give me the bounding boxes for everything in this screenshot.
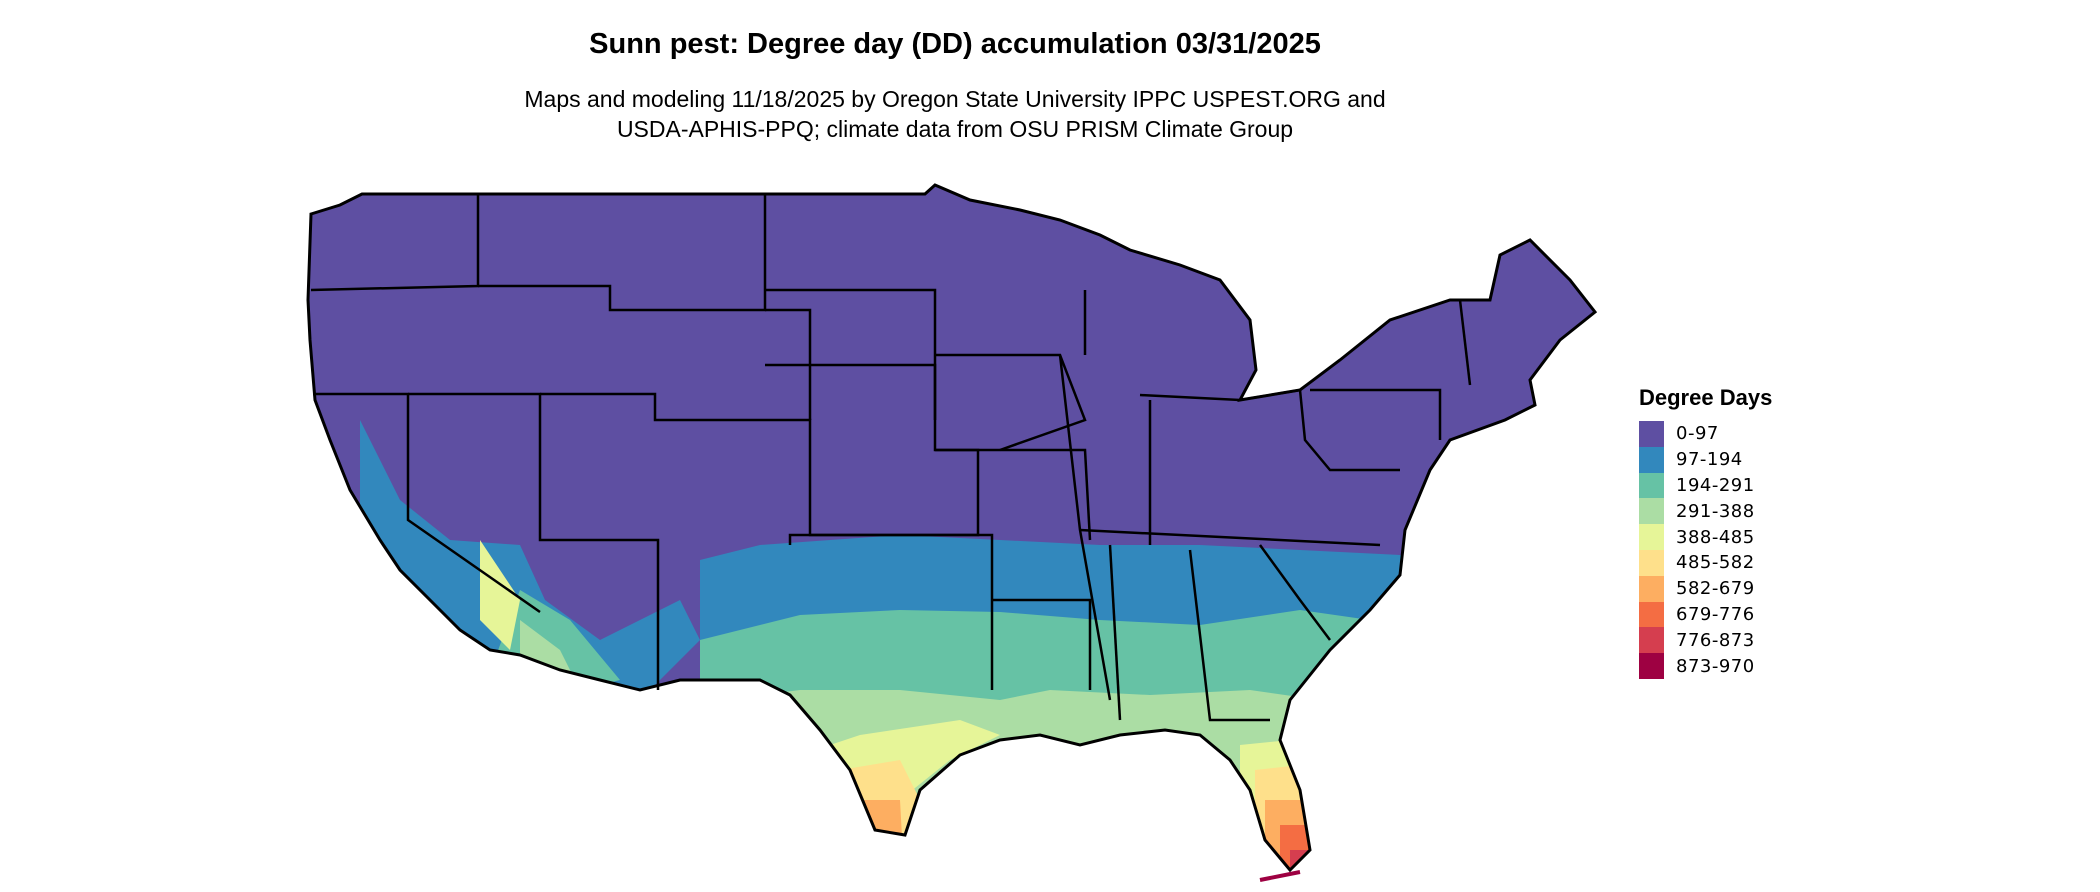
legend-label: 97-194 bbox=[1676, 449, 1743, 471]
state-borders bbox=[310, 194, 1472, 722]
legend-item: 582-679 bbox=[1639, 575, 1772, 602]
legend-item: 0-97 bbox=[1639, 421, 1772, 447]
legend-item: 97-194 bbox=[1639, 446, 1772, 473]
legend-label: 291-388 bbox=[1676, 500, 1755, 522]
legend-swatch bbox=[1639, 549, 1664, 576]
legend-item: 776-873 bbox=[1639, 627, 1772, 654]
legend-swatch bbox=[1639, 421, 1664, 447]
legend-swatch bbox=[1639, 524, 1664, 550]
legend-swatch bbox=[1639, 653, 1664, 679]
legend-swatch bbox=[1639, 601, 1664, 628]
legend-item: 291-388 bbox=[1639, 498, 1772, 525]
legend-swatch bbox=[1639, 627, 1664, 654]
map-subtitle-line1: Maps and modeling 11/18/2025 by Oregon S… bbox=[524, 86, 1386, 112]
legend-label: 485-582 bbox=[1676, 552, 1755, 574]
legend-label: 0-97 bbox=[1676, 423, 1719, 445]
legend-item: 679-776 bbox=[1639, 601, 1772, 628]
legend-item: 873-970 bbox=[1639, 653, 1772, 679]
legend-item: 485-582 bbox=[1639, 549, 1772, 576]
legend-swatch bbox=[1639, 472, 1664, 499]
legend-title: Degree Days bbox=[1639, 385, 1773, 410]
legend-label: 582-679 bbox=[1676, 578, 1755, 600]
legend-label: 679-776 bbox=[1676, 603, 1755, 625]
map-subtitle-line2: USDA-APHIS-PPQ; climate data from OSU PR… bbox=[616, 116, 1294, 142]
legend-swatch bbox=[1639, 446, 1664, 473]
florida-keys bbox=[1259, 870, 1301, 882]
legend-swatch bbox=[1639, 575, 1664, 602]
band-485-582 bbox=[840, 760, 1320, 870]
legend-label: 873-970 bbox=[1676, 655, 1755, 677]
map-legend: Degree Days 0-97 97-194 194-291 291-388 388-… bbox=[1639, 385, 1772, 679]
legend-label: 776-873 bbox=[1676, 629, 1755, 651]
legend-item: 388-485 bbox=[1639, 524, 1772, 550]
legend-swatch bbox=[1639, 498, 1664, 525]
legend-item: 194-291 bbox=[1639, 472, 1772, 499]
legend-label: 388-485 bbox=[1676, 526, 1755, 548]
legend-label: 194-291 bbox=[1676, 474, 1755, 496]
band-582-679 bbox=[860, 800, 1320, 870]
map-title: Sunn pest: Degree day (DD) accumulation … bbox=[589, 28, 1321, 60]
